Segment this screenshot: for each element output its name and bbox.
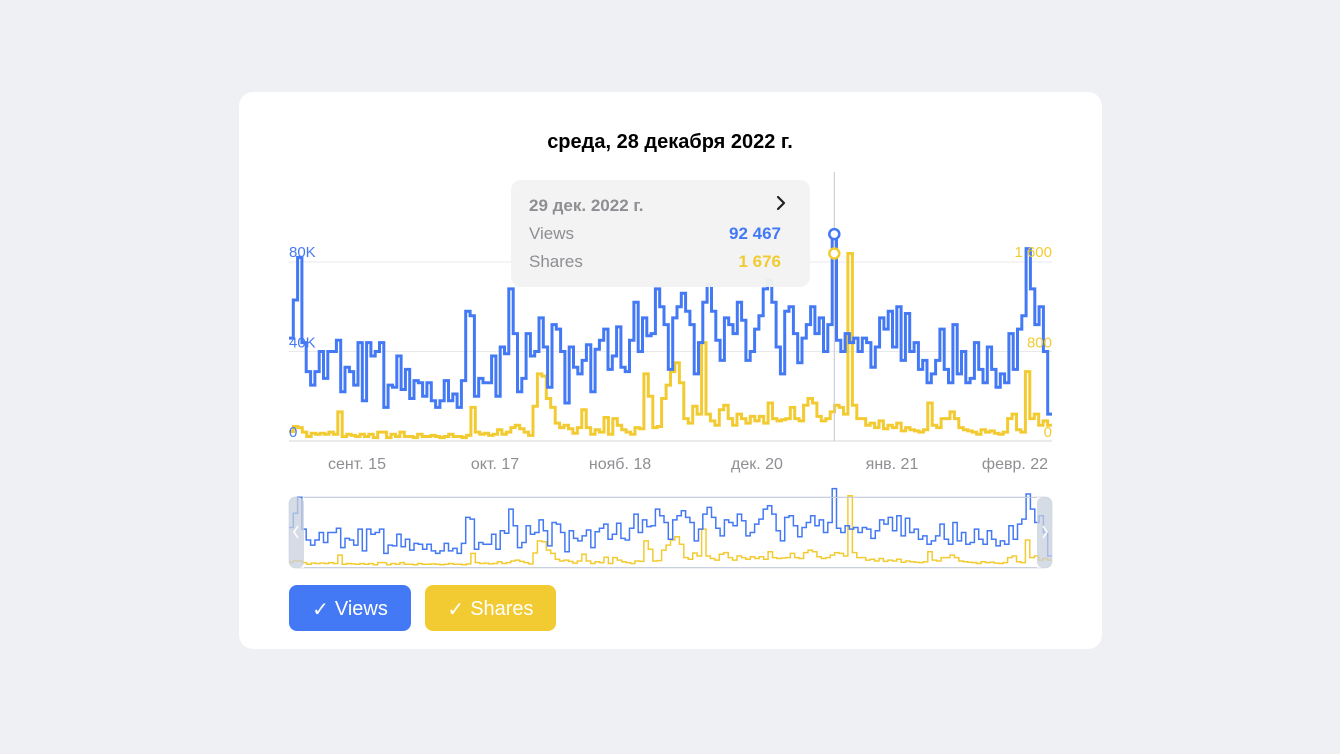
checkmark-icon: ✓	[447, 598, 465, 621]
navigator-right-handle[interactable]	[1037, 497, 1052, 568]
chevron-left-icon	[293, 525, 299, 539]
x-tick-label: янв. 21	[866, 456, 919, 473]
shares-highlight-point	[828, 247, 841, 260]
grid-lines	[289, 261, 1052, 442]
tooltip[interactable]: 29 дек. 2022 г. Views 92 467 Shares 1 67…	[511, 180, 810, 287]
hover-cursor	[828, 172, 841, 441]
tooltip-date: 29 дек. 2022 г.	[529, 196, 644, 215]
navigator-shares-line	[289, 495, 1052, 566]
tooltip-shares-label: Shares	[529, 252, 583, 271]
chevron-right-icon[interactable]	[774, 194, 788, 212]
navigator-views-line	[289, 487, 1052, 557]
chart-title: среда, 28 декабря 2022 г.	[547, 131, 793, 153]
views-toggle-button[interactable]: ✓ Views	[289, 585, 411, 631]
y-right-tick-label: 800	[1027, 335, 1052, 352]
chevron-right-icon	[1042, 525, 1048, 539]
y-left-tick-label: 80K	[289, 244, 316, 261]
shares-series-line	[289, 252, 1052, 440]
views-toggle-label: Views	[334, 597, 388, 620]
tooltip-views-label: Views	[529, 224, 575, 243]
y-axis-ticks: 0 40K 80K 0 800 1 600	[289, 244, 1052, 441]
main-plot	[289, 232, 1052, 440]
x-tick-label: нояб. 18	[589, 456, 651, 473]
x-axis-ticks: сент. 15 окт. 17 нояб. 18 дек. 20 янв. 21 фев…	[328, 456, 1048, 473]
tooltip-shares-value: 1 676	[738, 252, 781, 271]
x-tick-label: февр. 22	[982, 456, 1048, 473]
y-right-tick-label: 0	[1044, 424, 1052, 441]
y-left-tick-label: 40K	[289, 335, 316, 352]
views-series-line	[289, 232, 1052, 416]
x-tick-label: окт. 17	[471, 456, 519, 473]
x-tick-label: сент. 15	[328, 456, 386, 473]
y-left-tick-label: 0	[289, 424, 297, 441]
navigator-frame	[288, 496, 1053, 569]
views-highlight-point	[828, 227, 841, 241]
range-navigator[interactable]	[288, 487, 1053, 569]
shares-toggle-button[interactable]: ✓ Shares	[425, 585, 556, 631]
tooltip-views-value: 92 467	[729, 224, 781, 243]
x-tick-label: дек. 20	[731, 456, 783, 473]
y-right-tick-label: 1 600	[1014, 244, 1052, 261]
navigator-left-handle[interactable]	[289, 497, 304, 568]
checkmark-icon: ✓	[312, 598, 329, 621]
shares-toggle-label: Shares	[470, 597, 534, 620]
